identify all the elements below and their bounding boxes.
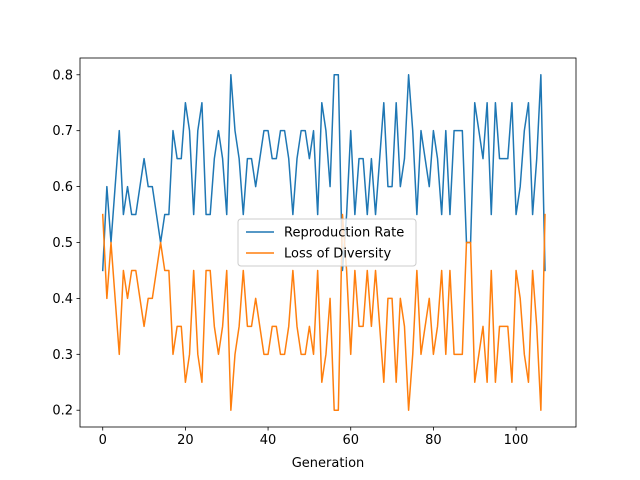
y-tick-label: 0.3 — [52, 348, 73, 363]
x-tick-label: 80 — [425, 433, 442, 448]
series-layer — [101, 74, 546, 411]
legend-box — [237, 218, 417, 267]
y-tick-label: 0.4 — [52, 292, 73, 307]
y-tick-label: 0.2 — [52, 404, 73, 419]
x-tick-label: 60 — [342, 433, 359, 448]
y-tick-label: 0.8 — [52, 68, 73, 83]
x-axis-label: Generation — [292, 456, 365, 471]
y-tick-label: 0.6 — [52, 180, 73, 195]
x-tick-label: 20 — [177, 433, 194, 448]
axes-layer: 0 20 40 60 80 100 0.2 0.3 0.4 0.5 0.6 0.7 0.8 — [52, 57, 577, 448]
x-tick-label: 40 — [260, 433, 277, 448]
series-line-loss-of-diversity — [101, 213, 546, 411]
legend-label: Reproduction Rate — [284, 226, 404, 241]
series-line-reproduction-rate — [101, 74, 546, 272]
x-tick-label: 100 — [504, 433, 529, 448]
legend-label: Loss of Diversity — [284, 247, 391, 262]
y-tick-label: 0.7 — [52, 124, 73, 139]
legend: Reproduction Rate Loss of Diversity — [237, 218, 417, 267]
y-tick-label: 0.5 — [52, 236, 73, 251]
x-tick-label: 0 — [99, 433, 107, 448]
